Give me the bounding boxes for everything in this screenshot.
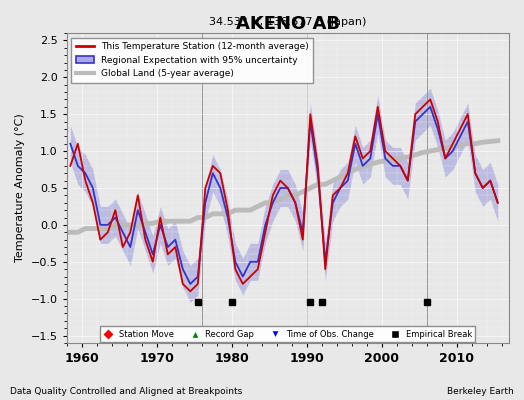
Title: AKENO AB: AKENO AB <box>236 15 340 33</box>
Legend: Station Move, Record Gap, Time of Obs. Change, Empirical Break: Station Move, Record Gap, Time of Obs. C… <box>101 326 475 342</box>
Y-axis label: Temperature Anomaly (°C): Temperature Anomaly (°C) <box>15 114 25 262</box>
Text: 34.533 N, 136.677 E (Japan): 34.533 N, 136.677 E (Japan) <box>209 17 366 27</box>
Text: Data Quality Controlled and Aligned at Breakpoints: Data Quality Controlled and Aligned at B… <box>10 387 243 396</box>
Text: Berkeley Earth: Berkeley Earth <box>447 387 514 396</box>
